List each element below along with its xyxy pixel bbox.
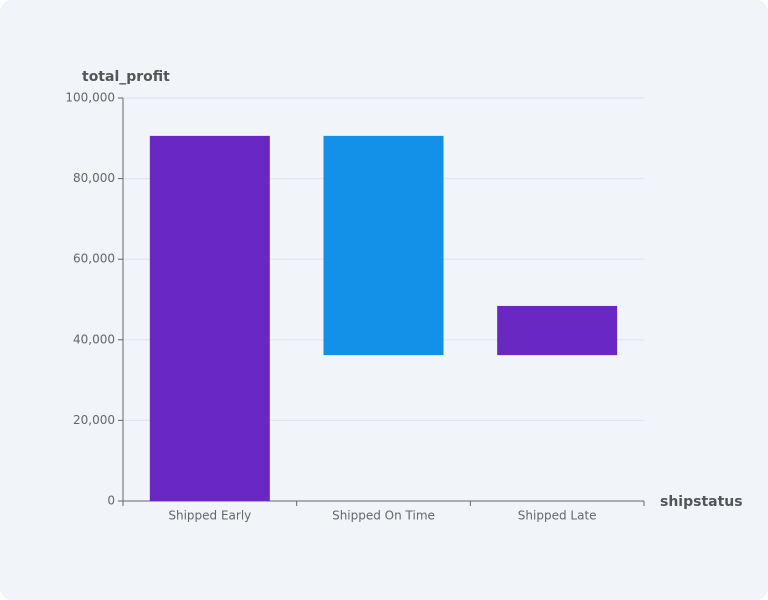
x-tick-label: Shipped Early	[168, 509, 251, 523]
y-tick-label: 20,000	[73, 413, 115, 427]
y-tick-label: 0	[107, 494, 115, 508]
y-axis-title: total_profit	[82, 69, 170, 85]
bar	[497, 305, 618, 356]
x-tick-label: Shipped Late	[518, 509, 597, 523]
x-tick-label: Shipped On Time	[332, 509, 435, 523]
bar	[149, 135, 270, 501]
bar	[323, 135, 444, 356]
y-tick-label: 100,000	[65, 91, 115, 105]
y-tick-label: 40,000	[73, 332, 115, 346]
y-tick-label: 80,000	[73, 171, 115, 185]
x-axis-title: shipstatus	[660, 494, 743, 510]
y-tick-label: 60,000	[73, 252, 115, 266]
